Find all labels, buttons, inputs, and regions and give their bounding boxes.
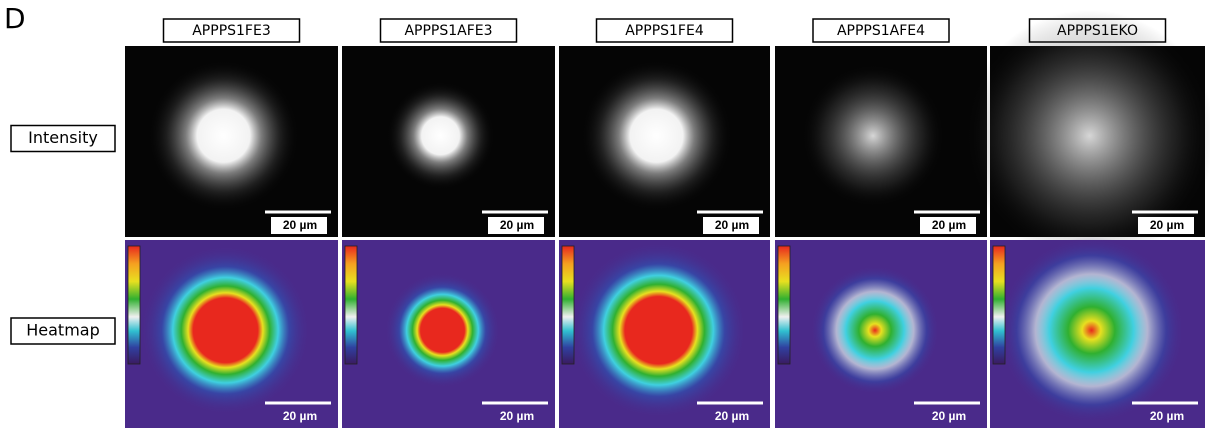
column-header: APPPS1AFE4 bbox=[837, 23, 925, 39]
plaque-glow bbox=[581, 60, 732, 211]
colorbar bbox=[128, 246, 140, 364]
scale-bar-label: 20 µm bbox=[500, 218, 534, 232]
column-header: APPPS1AFE3 bbox=[404, 23, 492, 39]
colorbar bbox=[345, 246, 357, 364]
plaque-heat bbox=[810, 266, 939, 395]
plaque-glow bbox=[801, 64, 945, 208]
scale-bar-label: 20 µm bbox=[715, 409, 749, 423]
plaque-heat bbox=[385, 272, 501, 388]
panel-label: D bbox=[4, 2, 26, 35]
plaque-glow bbox=[148, 60, 299, 211]
colorbar bbox=[778, 246, 790, 364]
scale-bar-label: 20 µm bbox=[715, 218, 749, 232]
scale-bar-label: 20 µm bbox=[1150, 218, 1184, 232]
plaque-heat bbox=[570, 242, 747, 419]
scale-bar-label: 20 µm bbox=[283, 218, 317, 232]
column-header: APPPS1FE4 bbox=[625, 23, 704, 39]
column-header: APPPS1FE3 bbox=[192, 23, 271, 39]
colorbar bbox=[993, 246, 1005, 364]
figure: D APPPS1FE3 APPPS1AFE3 APPPS1FE4 APPPS1AFE4… bbox=[0, 0, 1210, 430]
scale-bar-label: 20 µm bbox=[1150, 409, 1184, 423]
row-label: Heatmap bbox=[26, 321, 100, 340]
plaque-heat bbox=[141, 245, 311, 415]
scale-bar-label: 20 µm bbox=[283, 409, 317, 423]
plaque-glow bbox=[387, 82, 495, 190]
scale-bar-label: 20 µm bbox=[500, 409, 534, 423]
scale-bar-label: 20 µm bbox=[932, 218, 966, 232]
row-label: Intensity bbox=[28, 128, 98, 147]
page: {"panel_label": "D", "columns": ["APPPS1… bbox=[0, 0, 1210, 430]
plaque-heat bbox=[998, 237, 1185, 424]
scale-bar-label: 20 µm bbox=[932, 409, 966, 423]
colorbar bbox=[562, 246, 574, 364]
